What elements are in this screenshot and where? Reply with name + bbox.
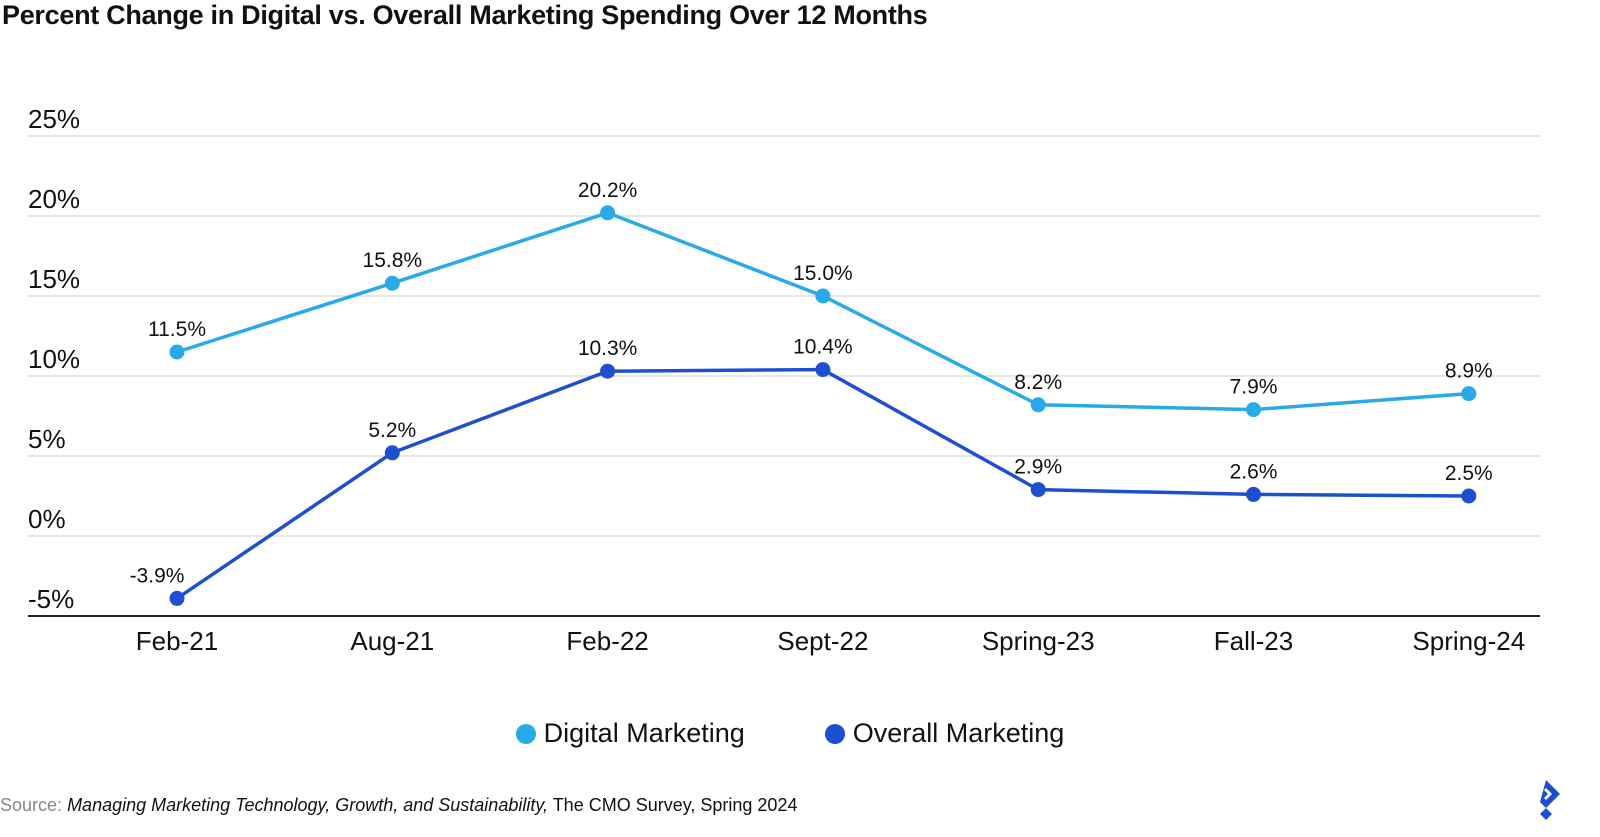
y-tick-label: 0% bbox=[28, 504, 66, 534]
data-point-overall-marketing bbox=[1030, 482, 1046, 498]
data-point-digital-marketing bbox=[384, 275, 400, 291]
legend-marker-overall bbox=[824, 723, 845, 744]
y-tick-label: 15% bbox=[28, 264, 80, 294]
legend-label-overall: Overall Marketing bbox=[852, 718, 1065, 748]
data-label-overall-marketing: 10.3% bbox=[578, 337, 638, 360]
source-note: Source: Managing Marketing Technology, G… bbox=[0, 795, 797, 816]
data-label-overall-marketing: 2.5% bbox=[1445, 462, 1493, 485]
data-label-digital-marketing: 11.5% bbox=[148, 318, 206, 341]
y-tick-label: 25% bbox=[28, 104, 80, 134]
source-title: Managing Marketing Technology, Growth, a… bbox=[67, 795, 548, 815]
x-tick-label: Sept-22 bbox=[777, 626, 868, 656]
data-point-overall-marketing bbox=[1246, 486, 1261, 502]
x-tick-label: Aug-21 bbox=[350, 626, 434, 656]
data-point-overall-marketing bbox=[600, 363, 616, 379]
source-rest: The CMO Survey, Spring 2024 bbox=[552, 795, 798, 815]
data-point-overall-marketing bbox=[1461, 488, 1477, 504]
line-chart: -5% 0% 5% 10% 15% 20% 25% Feb-21 Aug-21 Feb-22 Sep… bbox=[28, 104, 1540, 656]
data-point-digital-marketing bbox=[169, 344, 185, 360]
x-tick-label: Spring-24 bbox=[1412, 626, 1525, 656]
data-label-overall-marketing: 10.4% bbox=[793, 336, 853, 359]
y-tick-label: 10% bbox=[28, 344, 80, 374]
data-label-digital-marketing: 8.2% bbox=[1014, 371, 1062, 394]
data-label-digital-marketing: 15.8% bbox=[363, 249, 423, 272]
data-label-overall-marketing: 5.2% bbox=[368, 419, 416, 442]
chart-title: Percent Change in Digital vs. Overall Ma… bbox=[2, 0, 928, 30]
data-point-overall-marketing bbox=[169, 590, 185, 606]
legend-item-overall: Overall Marketing bbox=[824, 718, 1065, 749]
y-tick-label: -5% bbox=[28, 584, 74, 614]
data-label-digital-marketing: 15.0% bbox=[793, 262, 853, 285]
y-tick-label: 20% bbox=[28, 184, 80, 214]
y-tick-label: 5% bbox=[28, 424, 66, 454]
data-label-digital-marketing: 20.2% bbox=[578, 179, 638, 202]
data-point-digital-marketing bbox=[1461, 386, 1477, 402]
x-tick-label: Spring-23 bbox=[982, 626, 1095, 656]
x-tick-label: Feb-22 bbox=[566, 626, 648, 656]
data-label-overall-marketing: 2.6% bbox=[1230, 460, 1278, 483]
data-point-digital-marketing bbox=[815, 288, 831, 304]
data-point-digital-marketing bbox=[1246, 402, 1261, 418]
x-tick-label: Fall-23 bbox=[1214, 626, 1293, 656]
data-label-digital-marketing: 7.9% bbox=[1230, 376, 1278, 399]
source-label: Source: bbox=[0, 795, 63, 815]
data-label-digital-marketing: 8.9% bbox=[1445, 360, 1493, 383]
data-point-digital-marketing bbox=[1030, 397, 1046, 413]
legend-label-digital: Digital Marketing bbox=[543, 718, 745, 748]
data-point-overall-marketing bbox=[384, 445, 400, 461]
data-label-overall-marketing: 2.9% bbox=[1014, 456, 1062, 479]
data-point-overall-marketing bbox=[815, 362, 831, 378]
series-line-overall-marketing bbox=[176, 367, 1469, 600]
toptal-logo-icon bbox=[1540, 780, 1560, 820]
legend-marker-digital bbox=[515, 723, 536, 744]
data-point-digital-marketing bbox=[600, 205, 616, 221]
legend: Digital Marketing Overall Marketing bbox=[0, 718, 1600, 749]
legend-item-digital: Digital Marketing bbox=[515, 718, 745, 749]
x-tick-label: Feb-21 bbox=[136, 626, 218, 656]
data-label-overall-marketing: -3.9% bbox=[130, 564, 185, 587]
